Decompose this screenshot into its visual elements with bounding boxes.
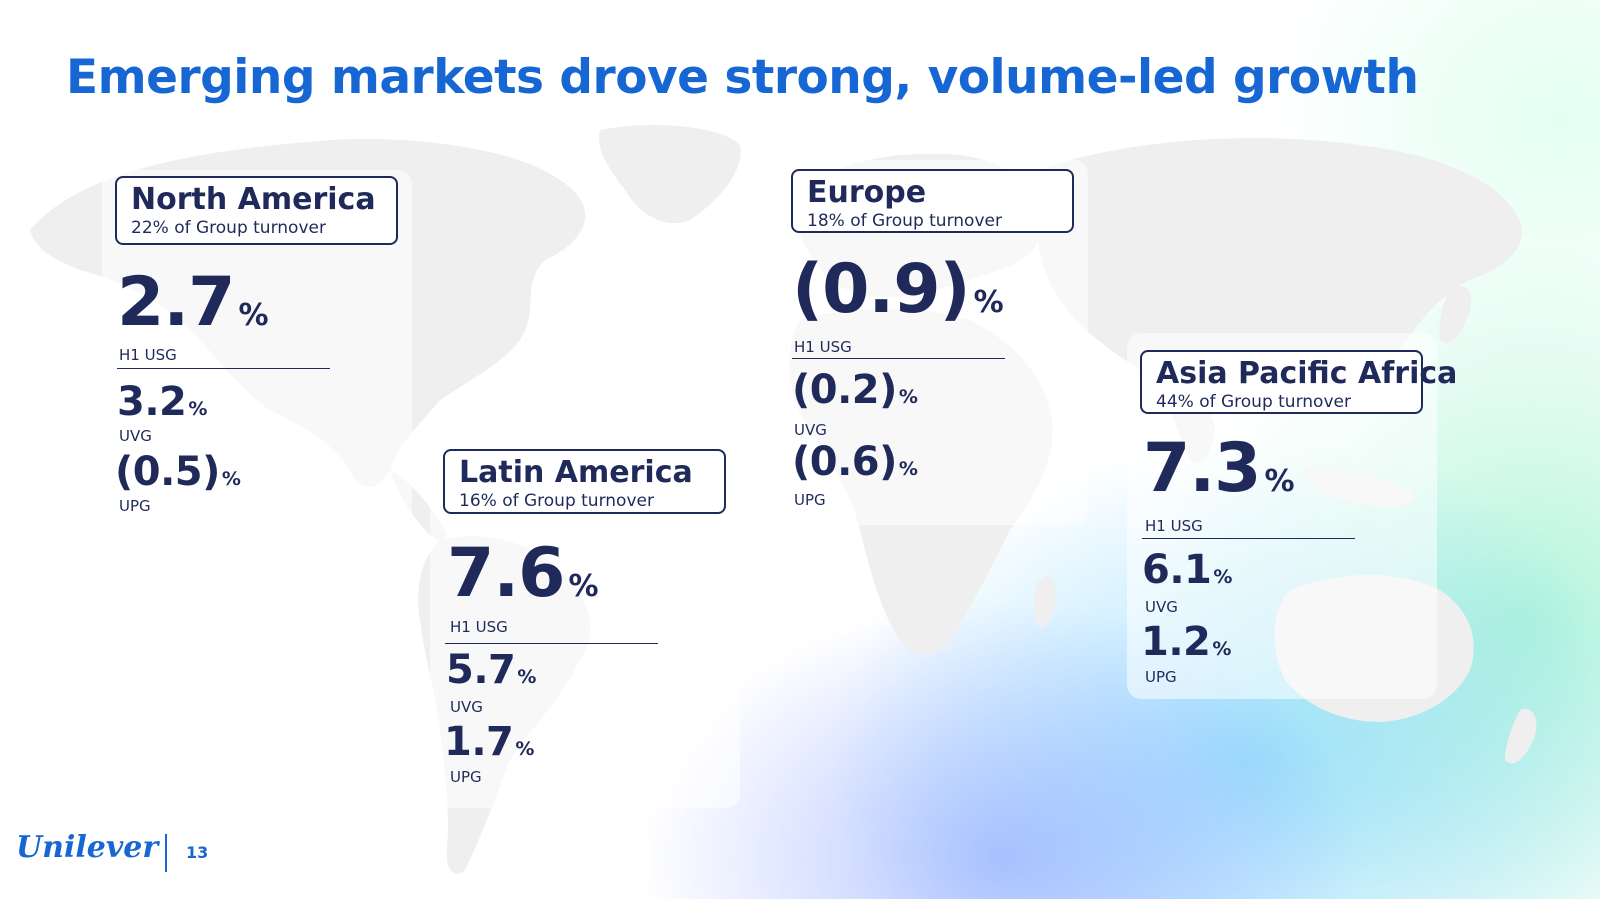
upg-label: UPG bbox=[450, 768, 482, 786]
upg-value: (0.5)% bbox=[115, 449, 241, 495]
uvg-value: 3.2% bbox=[117, 379, 207, 425]
upg-label: UPG bbox=[794, 491, 826, 509]
uvg-label: UVG bbox=[1145, 598, 1178, 616]
percent-sign: % bbox=[973, 285, 1004, 320]
page-number: 13 bbox=[186, 843, 209, 862]
divider bbox=[1142, 538, 1355, 539]
footer-divider bbox=[165, 834, 167, 872]
slide-title: Emerging markets drove strong, volume-le… bbox=[66, 50, 1419, 105]
europe-header: Europe 18% of Group turnover bbox=[791, 169, 1074, 233]
north-america-header: North America 22% of Group turnover bbox=[115, 176, 398, 245]
divider bbox=[445, 643, 658, 644]
percent-sign: % bbox=[898, 458, 918, 480]
percent-sign: % bbox=[188, 398, 207, 420]
region-share: 22% of Group turnover bbox=[131, 218, 326, 238]
percent-sign: % bbox=[1212, 638, 1231, 660]
region-share: 18% of Group turnover bbox=[807, 211, 1002, 231]
usg-label: H1 USG bbox=[119, 346, 177, 364]
percent-sign: % bbox=[515, 738, 534, 760]
uvg-value: 6.1% bbox=[1142, 547, 1232, 593]
usg-label: H1 USG bbox=[1145, 517, 1203, 535]
divider bbox=[792, 358, 1005, 359]
upg-value: 1.7% bbox=[444, 719, 534, 765]
upg-label: UPG bbox=[119, 497, 151, 515]
asia-pacific-africa-header: Asia Pacific Africa 44% of Group turnove… bbox=[1140, 350, 1458, 414]
percent-sign: % bbox=[221, 468, 241, 490]
upg-value: (0.6)% bbox=[792, 439, 918, 485]
uvg-label: UVG bbox=[450, 698, 483, 716]
region-name: Europe bbox=[807, 175, 927, 210]
region-name: Latin America bbox=[459, 455, 693, 490]
usg-value: (0.9)% bbox=[792, 250, 1004, 329]
percent-sign: % bbox=[1213, 566, 1232, 588]
percent-sign: % bbox=[898, 386, 918, 408]
usg-label: H1 USG bbox=[794, 338, 852, 356]
uvg-label: UVG bbox=[794, 421, 827, 439]
region-share: 16% of Group turnover bbox=[459, 491, 654, 511]
upg-value: 1.2% bbox=[1141, 619, 1231, 665]
uvg-value: 5.7% bbox=[446, 647, 536, 693]
percent-sign: % bbox=[517, 666, 536, 688]
unilever-logo: Unilever bbox=[16, 830, 159, 865]
percent-sign: % bbox=[238, 298, 268, 333]
region-share: 44% of Group turnover bbox=[1156, 392, 1351, 412]
usg-value: 2.7% bbox=[117, 263, 269, 342]
usg-value: 7.6% bbox=[447, 534, 599, 613]
divider bbox=[117, 368, 330, 369]
region-name: North America bbox=[131, 182, 376, 217]
usg-value: 7.3% bbox=[1143, 429, 1295, 508]
upg-label: UPG bbox=[1145, 668, 1177, 686]
usg-label: H1 USG bbox=[450, 618, 508, 636]
latin-america-header: Latin America 16% of Group turnover bbox=[443, 449, 726, 514]
uvg-label: UVG bbox=[119, 427, 152, 445]
region-name: Asia Pacific Africa bbox=[1156, 356, 1458, 391]
percent-sign: % bbox=[1264, 464, 1294, 499]
uvg-value: (0.2)% bbox=[792, 367, 918, 413]
percent-sign: % bbox=[568, 569, 598, 604]
